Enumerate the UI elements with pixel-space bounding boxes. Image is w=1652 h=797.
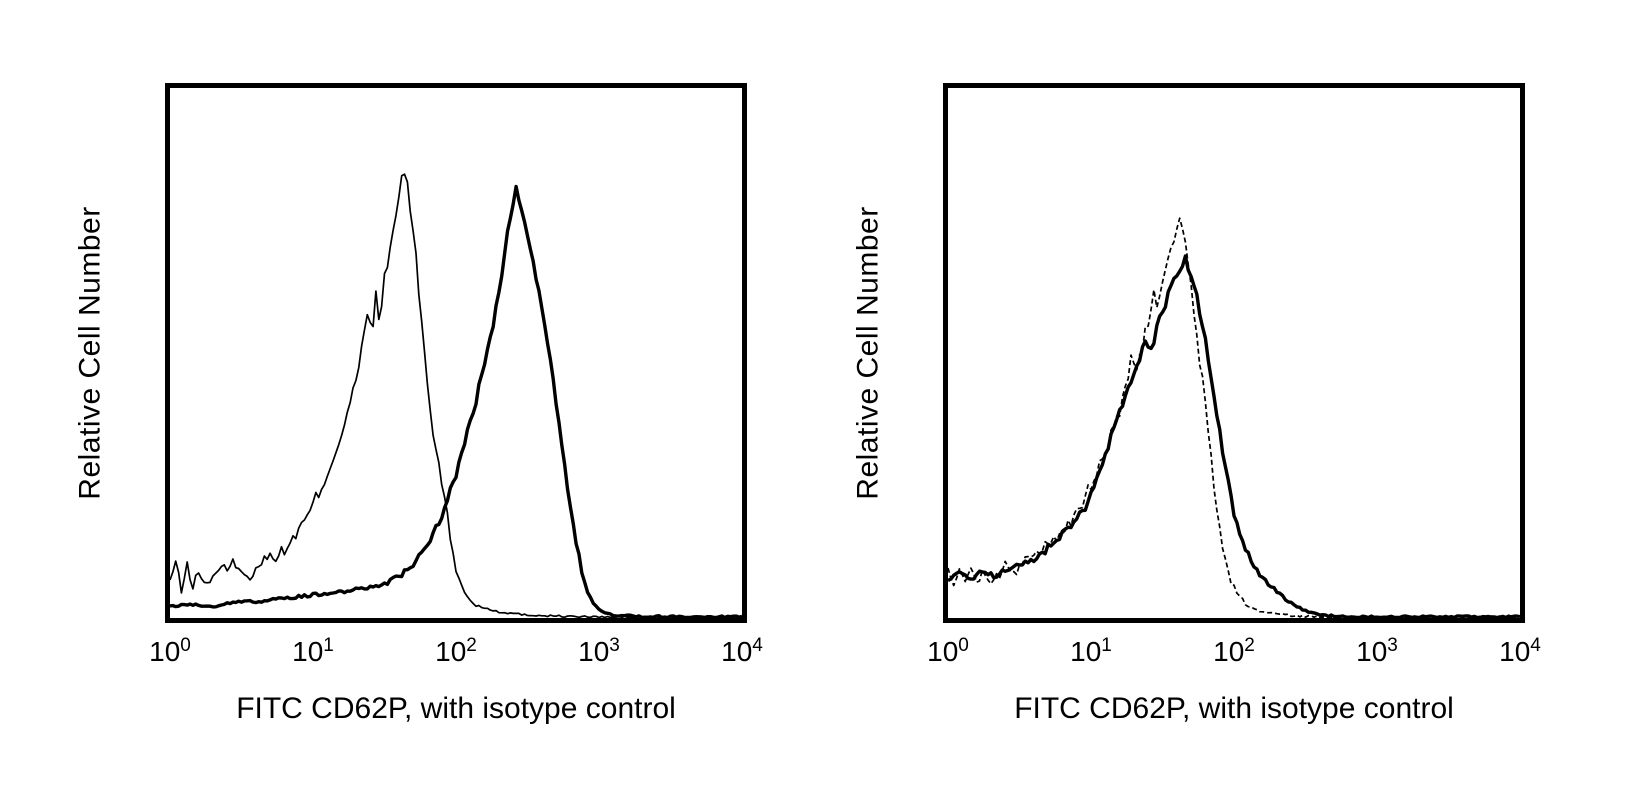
x-tick-label: 101 (1070, 635, 1112, 667)
x-axis-ticks-left: 100 101 102 103 104 (149, 635, 763, 676)
x-tick-label: 102 (1213, 635, 1255, 667)
y-axis-title-box: Relative Cell Number (850, 83, 888, 623)
x-tick-label: 103 (578, 635, 620, 667)
x-axis-title-left: FITC CD62P, with isotype control (236, 692, 676, 725)
x-axis-ticks-right: 100 101 102 103 104 (927, 635, 1541, 676)
cd62p-curve (948, 254, 1520, 618)
panel-right: Relative Cell Number 100 101 102 103 104 FIT… (850, 0, 1541, 797)
x-tick-label: 100 (149, 635, 191, 667)
plot-frame-right (943, 83, 1525, 623)
y-axis-title-box: Relative Cell Number (72, 83, 110, 623)
x-tick-label: 100 (927, 635, 969, 667)
x-tick-label: 103 (1356, 635, 1398, 667)
x-tick-label: 104 (1499, 635, 1541, 667)
x-tick-label: 101 (292, 635, 334, 667)
cd62p-curve (170, 184, 742, 618)
panel-left: Relative Cell Number 100 101 102 103 104 FIT… (72, 0, 763, 797)
histogram-plot-left (170, 173, 742, 618)
x-tick-label: 102 (435, 635, 477, 667)
y-axis-title: Relative Cell Number (852, 206, 885, 500)
y-axis-title: Relative Cell Number (74, 206, 107, 500)
plot-frame-left (165, 83, 747, 623)
x-axis-title-right: FITC CD62P, with isotype control (1014, 692, 1454, 725)
histogram-plot-right (948, 217, 1520, 618)
isotype-control-curve (948, 217, 1520, 618)
isotype-control-curve (170, 173, 742, 618)
x-tick-label: 104 (721, 635, 763, 667)
